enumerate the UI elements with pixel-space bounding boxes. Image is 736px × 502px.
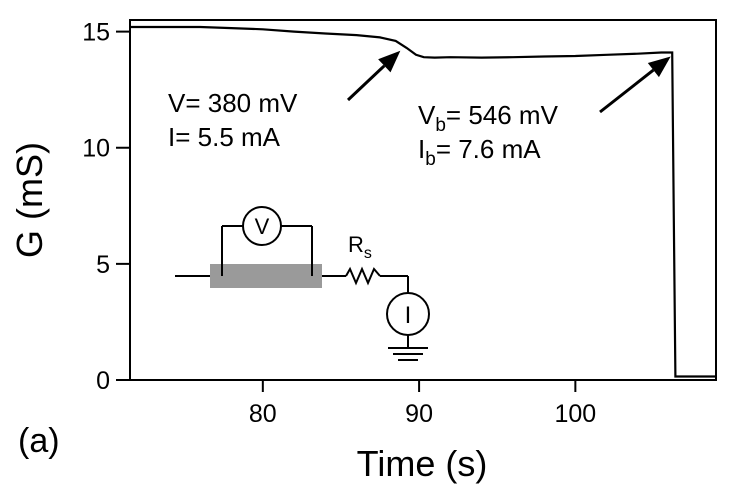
y-tick-label: 10 [82,135,110,163]
y-tick-label: 0 [96,367,110,395]
annotation-text-part: I [418,134,425,164]
annotation-text-part: V= 380 mV [168,88,298,118]
annotation-1-arrow-head [378,50,401,73]
y-tick-label: 5 [96,251,110,279]
annotation-1-arrow-shaft [346,64,386,102]
annotation-2-arrow-shaft [599,68,655,114]
annotation-text-part: = 546 mV [446,100,559,130]
voltmeter-label: V [255,214,270,239]
annotation-2-line-1: Vb= 546 mV [418,100,559,136]
resistor-label-sub: s [364,245,372,262]
conductance-series-line [130,25,716,378]
y-tick-label: 15 [82,19,110,47]
y-axis-ticks: 0 5 10 15 [82,19,130,395]
annotation-text-part: V [418,100,436,130]
x-tick-label: 90 [405,400,433,428]
y-axis-title: G (mS) [9,142,50,258]
x-axis-title: Time (s) [357,443,488,484]
annotation-text-part: b [425,149,436,170]
panel-label: (a) [18,422,60,460]
ammeter-label: I [405,302,412,329]
annotation-text-part: b [435,115,446,136]
resistor-label-main: R [348,232,364,257]
annotation-2-line-2: Ib= 7.6 mA [418,134,541,170]
circuit-inset [175,206,430,361]
annotation-2-arrow-head [647,56,671,78]
annotation-1-line-2: I= 5.5 mA [168,122,281,152]
x-axis-ticks: 80 90 100 [249,380,596,428]
x-tick-label: 80 [249,400,277,428]
annotation-text-part: I= 5.5 mA [168,122,281,152]
resistor-label: Rs [348,232,372,262]
sample-bar [210,264,322,288]
plot-frame [129,19,717,381]
annotation-1-line-1: V= 380 mV [168,88,298,118]
series-resistor-symbol [345,266,381,286]
x-tick-label: 100 [555,400,597,428]
annotation-text-part: = 7.6 mA [436,134,541,164]
